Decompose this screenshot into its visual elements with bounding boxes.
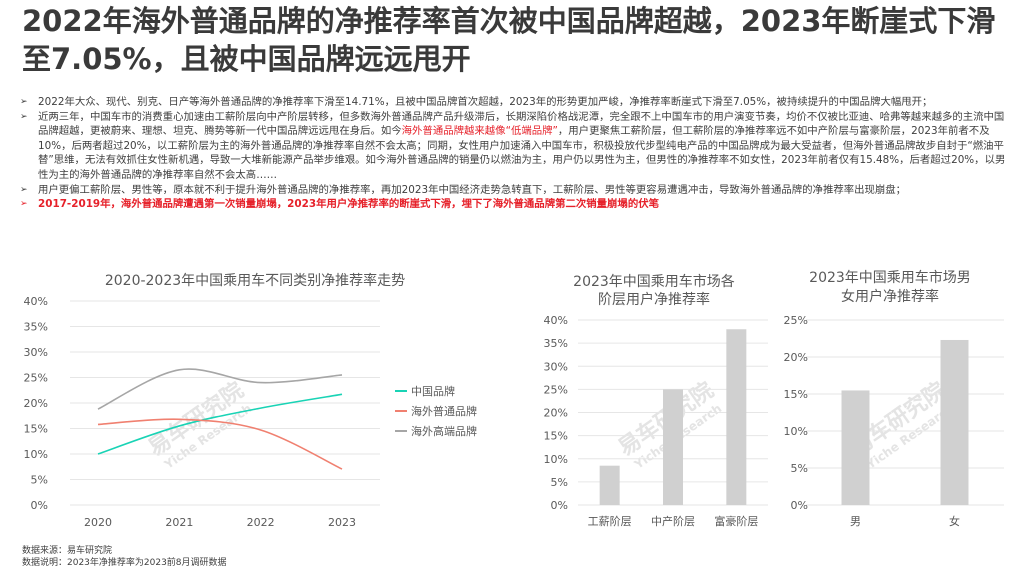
bullet-text: 2017-2019年，海外普通品牌遭遇第一次销量崩塌，2023年用户净推荐率的断… [38,198,659,211]
bar-chart-gender-title-line1: 2023年中国乘用车市场男 [809,269,971,286]
x-tick-label: 2023 [328,516,356,529]
y-tick-label: 30% [544,360,568,373]
bullet-list: ➢ 2022年大众、现代、别克、日产等海外普通品牌的净推荐率下滑至14.71%，… [20,95,1010,212]
x-tick-label: 女 [949,514,960,528]
y-tick-label: 20% [24,397,48,410]
x-tick-label: 2021 [165,516,193,529]
bar-chart-gender-grid [806,319,1004,506]
bar-chart-class-y-axis: 0% 5% 10% 15% 20% 25% 30% 35% 40% [544,314,568,512]
footer: 数据来源：易车研究院 数据说明：2023年净推荐率为2023前8月调研数据 [22,545,227,569]
legend-label: 中国品牌 [411,384,455,398]
x-tick-label: 男 [850,515,861,528]
series-line-1 [97,393,343,455]
y-tick-label: 5% [31,474,48,487]
line-chart-series [97,368,343,470]
bar [663,389,683,505]
y-tick-label: 5% [791,462,808,475]
bar [599,465,620,505]
bar-chart-class-title-line1: 2023年中国乘用车市场各 [573,273,735,290]
bullet-text: ，用户更聚焦工薪阶层，但工薪阶层的净推荐率远不如中产阶层与富豪阶层，2023年前… [38,125,1006,181]
x-tick-label: 中产阶层 [651,514,695,528]
bar-chart-gender-title-line2: 女用户净推荐率 [841,288,939,305]
y-tick-label: 5% [551,476,568,489]
y-tick-label: 25% [24,372,48,385]
y-tick-label: 15% [784,388,808,401]
bar [940,339,969,505]
y-tick-label: 40% [544,314,568,327]
footer-source: 数据来源：易车研究院 [22,546,113,556]
x-tick-label: 2020 [84,516,112,529]
bar-chart-class-bars [599,329,747,505]
bar-chart-gender-y-axis: 0% 5% 10% 15% 20% 25% [784,314,808,512]
legend-label: 海外普通品牌 [411,404,477,418]
bar [726,329,747,505]
series-line-2 [97,418,343,470]
y-tick-label: 35% [24,321,48,334]
y-tick-label: 10% [24,448,48,461]
bar-chart-gender-x-axis: 男女 [850,514,960,528]
bullet-highlight: 海外普通品牌越来越像“低端品牌” [401,125,558,138]
y-tick-label: 20% [544,407,568,420]
bullet-text: 2022年大众、现代、别克、日产等海外普通品牌的净推荐率下滑至14.71%，且被… [38,96,933,108]
y-tick-label: 0% [551,499,568,512]
bullet-item: ➢ 近两三年，中国车市的消费重心加速由工薪阶层向中产阶层转移，但多数海外普通品牌… [20,110,1010,183]
y-tick-label: 10% [544,453,568,466]
y-tick-label: 15% [544,430,568,443]
bar-chart-class-x-axis: 工薪阶层 中产阶层 富豪阶层 [588,514,759,528]
bullet-text: 用户更偏工薪阶层、男性等，原本就不利于提升海外普通品牌的净推荐率，再加2023年… [38,183,907,196]
y-tick-label: 25% [544,383,568,396]
bullet-item-conclusion: ➢ 2017-2019年，海外普通品牌遭遇第一次销量崩塌，2023年用户净推荐率… [20,197,1010,212]
bullet-item: ➢ 2022年大众、现代、别克、日产等海外普通品牌的净推荐率下滑至14.71%，… [20,95,1010,110]
bar-chart-class-title-line2: 阶层用户净推荐率 [598,291,710,308]
y-tick-label: 25% [784,314,808,327]
bullet-text: 近两三年，中国车市的消费重心加速由工薪阶层向中产阶层转移，但多数海外普通品牌产品… [38,110,1005,138]
x-tick-label: 工薪阶层 [588,514,632,528]
bullet-arrow-icon: ➢ [20,97,28,107]
y-tick-label: 20% [784,351,808,364]
y-tick-label: 40% [24,295,48,308]
line-chart-x-axis: 2020 2021 2022 2023 [84,516,356,529]
footer-note: 数据说明：2023年净推荐率为2023前8月调研数据 [22,558,227,568]
bullet-arrow-icon: ➢ [20,199,28,210]
y-tick-label: 15% [24,423,48,436]
legend-label: 海外高端品牌 [411,424,477,438]
y-tick-label: 35% [544,337,568,350]
line-chart-title: 2020-2023年中国乘用车不同类别净推荐率走势 [105,272,405,289]
bullet-arrow-icon: ➢ [20,111,28,122]
bullet-arrow-icon: ➢ [20,184,28,195]
bar [841,390,870,505]
line-chart-y-axis: 0% 5% 10% 15% 20% 25% 30% 35% 40% [24,295,48,512]
bullet-item: ➢ 用户更偏工薪阶层、男性等，原本就不利于提升海外普通品牌的净推荐率，再加202… [20,183,1010,198]
x-tick-label: 2022 [247,516,275,529]
y-tick-label: 30% [24,346,48,359]
bar-chart-gender-bars [841,339,969,505]
y-tick-label: 0% [31,499,48,512]
line-chart-grid [70,300,380,506]
y-tick-label: 0% [791,499,808,512]
series-line-3 [97,368,343,410]
x-tick-label: 富豪阶层 [714,514,758,528]
y-tick-label: 10% [784,425,808,438]
page-title: 2022年海外普通品牌的净推荐率首次被中国品牌超越，2023年断崖式下滑至7.0… [22,4,996,76]
